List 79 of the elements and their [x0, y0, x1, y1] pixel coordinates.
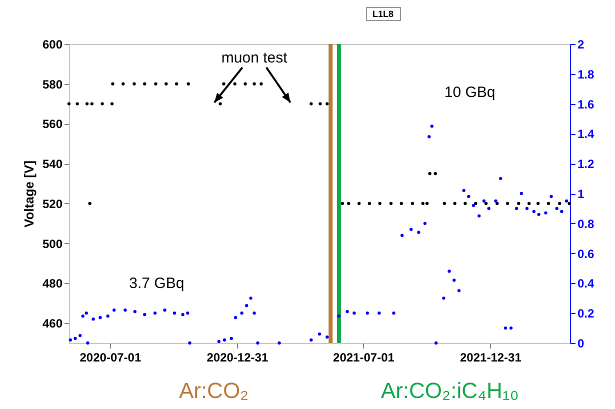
point [186, 82, 190, 86]
point [568, 202, 571, 206]
y-tick-label: 460 [42, 316, 63, 331]
chart-title: L1L8 [366, 7, 401, 21]
point [464, 202, 467, 206]
point [164, 82, 168, 86]
y2-tick-label: 2 [578, 38, 584, 52]
point [218, 102, 222, 106]
point [428, 172, 432, 176]
point [558, 202, 562, 206]
x-tick-label: 2021-07-01 [333, 350, 395, 364]
point [67, 102, 71, 106]
point [421, 202, 424, 206]
y-tick-label: 600 [42, 38, 63, 52]
point [546, 202, 550, 206]
point [76, 102, 79, 106]
point [400, 202, 403, 206]
y2-tick-label: 0 [578, 336, 584, 350]
annotation: 10 GBq [444, 84, 496, 101]
point [143, 82, 146, 86]
y2-tick-label: 1.4 [578, 127, 595, 142]
point [442, 202, 446, 206]
point [88, 202, 92, 206]
annotation: muon test [221, 49, 288, 66]
point [357, 202, 361, 206]
y-axis-title: Voltage [V] [21, 160, 36, 228]
point [378, 202, 382, 206]
point [90, 102, 94, 106]
point [252, 82, 256, 86]
ref-line-label: Ar:CO₂ [178, 378, 249, 403]
point [85, 102, 89, 106]
point [389, 202, 393, 206]
y-tick-label: 580 [42, 77, 63, 92]
point [536, 202, 540, 206]
point [318, 102, 322, 106]
point [244, 82, 247, 86]
y2-tick-label: 0.6 [578, 246, 595, 261]
y-tick-label: 560 [42, 117, 63, 132]
y2-tick-label: 1 [578, 187, 584, 201]
point [310, 102, 313, 106]
y-tick-label: 520 [42, 196, 63, 211]
y-tick-label: 540 [42, 157, 63, 172]
point [434, 172, 437, 176]
y2-tick-label: 0.8 [578, 216, 595, 231]
point [496, 202, 499, 206]
point [340, 202, 344, 206]
annotation: 3.7 GBq [129, 275, 184, 292]
y2-tick-label: 0.2 [578, 306, 595, 321]
point [347, 202, 350, 206]
point [100, 102, 104, 106]
y-tick-label: 480 [42, 276, 63, 291]
point [453, 202, 456, 206]
point [110, 102, 114, 106]
point [527, 202, 531, 206]
point [122, 82, 125, 86]
x-tick-label: 2020-12-31 [206, 350, 268, 364]
y2-tick-label: 1.6 [578, 97, 595, 112]
x-tick-label: 2020-07-01 [80, 350, 142, 364]
point [233, 82, 236, 86]
y2-tick-label: 1.2 [578, 157, 595, 172]
point [425, 202, 429, 206]
point [260, 82, 263, 86]
point [474, 202, 478, 206]
y2-tick-label: 1.8 [578, 67, 595, 82]
y-tick-label: 500 [42, 236, 63, 251]
point [222, 82, 226, 86]
point [326, 102, 329, 106]
y2-tick-label: 0.4 [578, 276, 595, 291]
x-tick-label: 2021-12-31 [460, 350, 522, 364]
point [517, 202, 520, 206]
point [410, 202, 414, 206]
point [506, 202, 510, 206]
ref-line-label: Ar:CO₂:iC₄H₁₀ [380, 378, 519, 403]
point [154, 82, 158, 86]
point [111, 82, 114, 86]
point [174, 82, 178, 86]
point [132, 82, 136, 86]
point [368, 202, 372, 206]
point [484, 202, 488, 206]
